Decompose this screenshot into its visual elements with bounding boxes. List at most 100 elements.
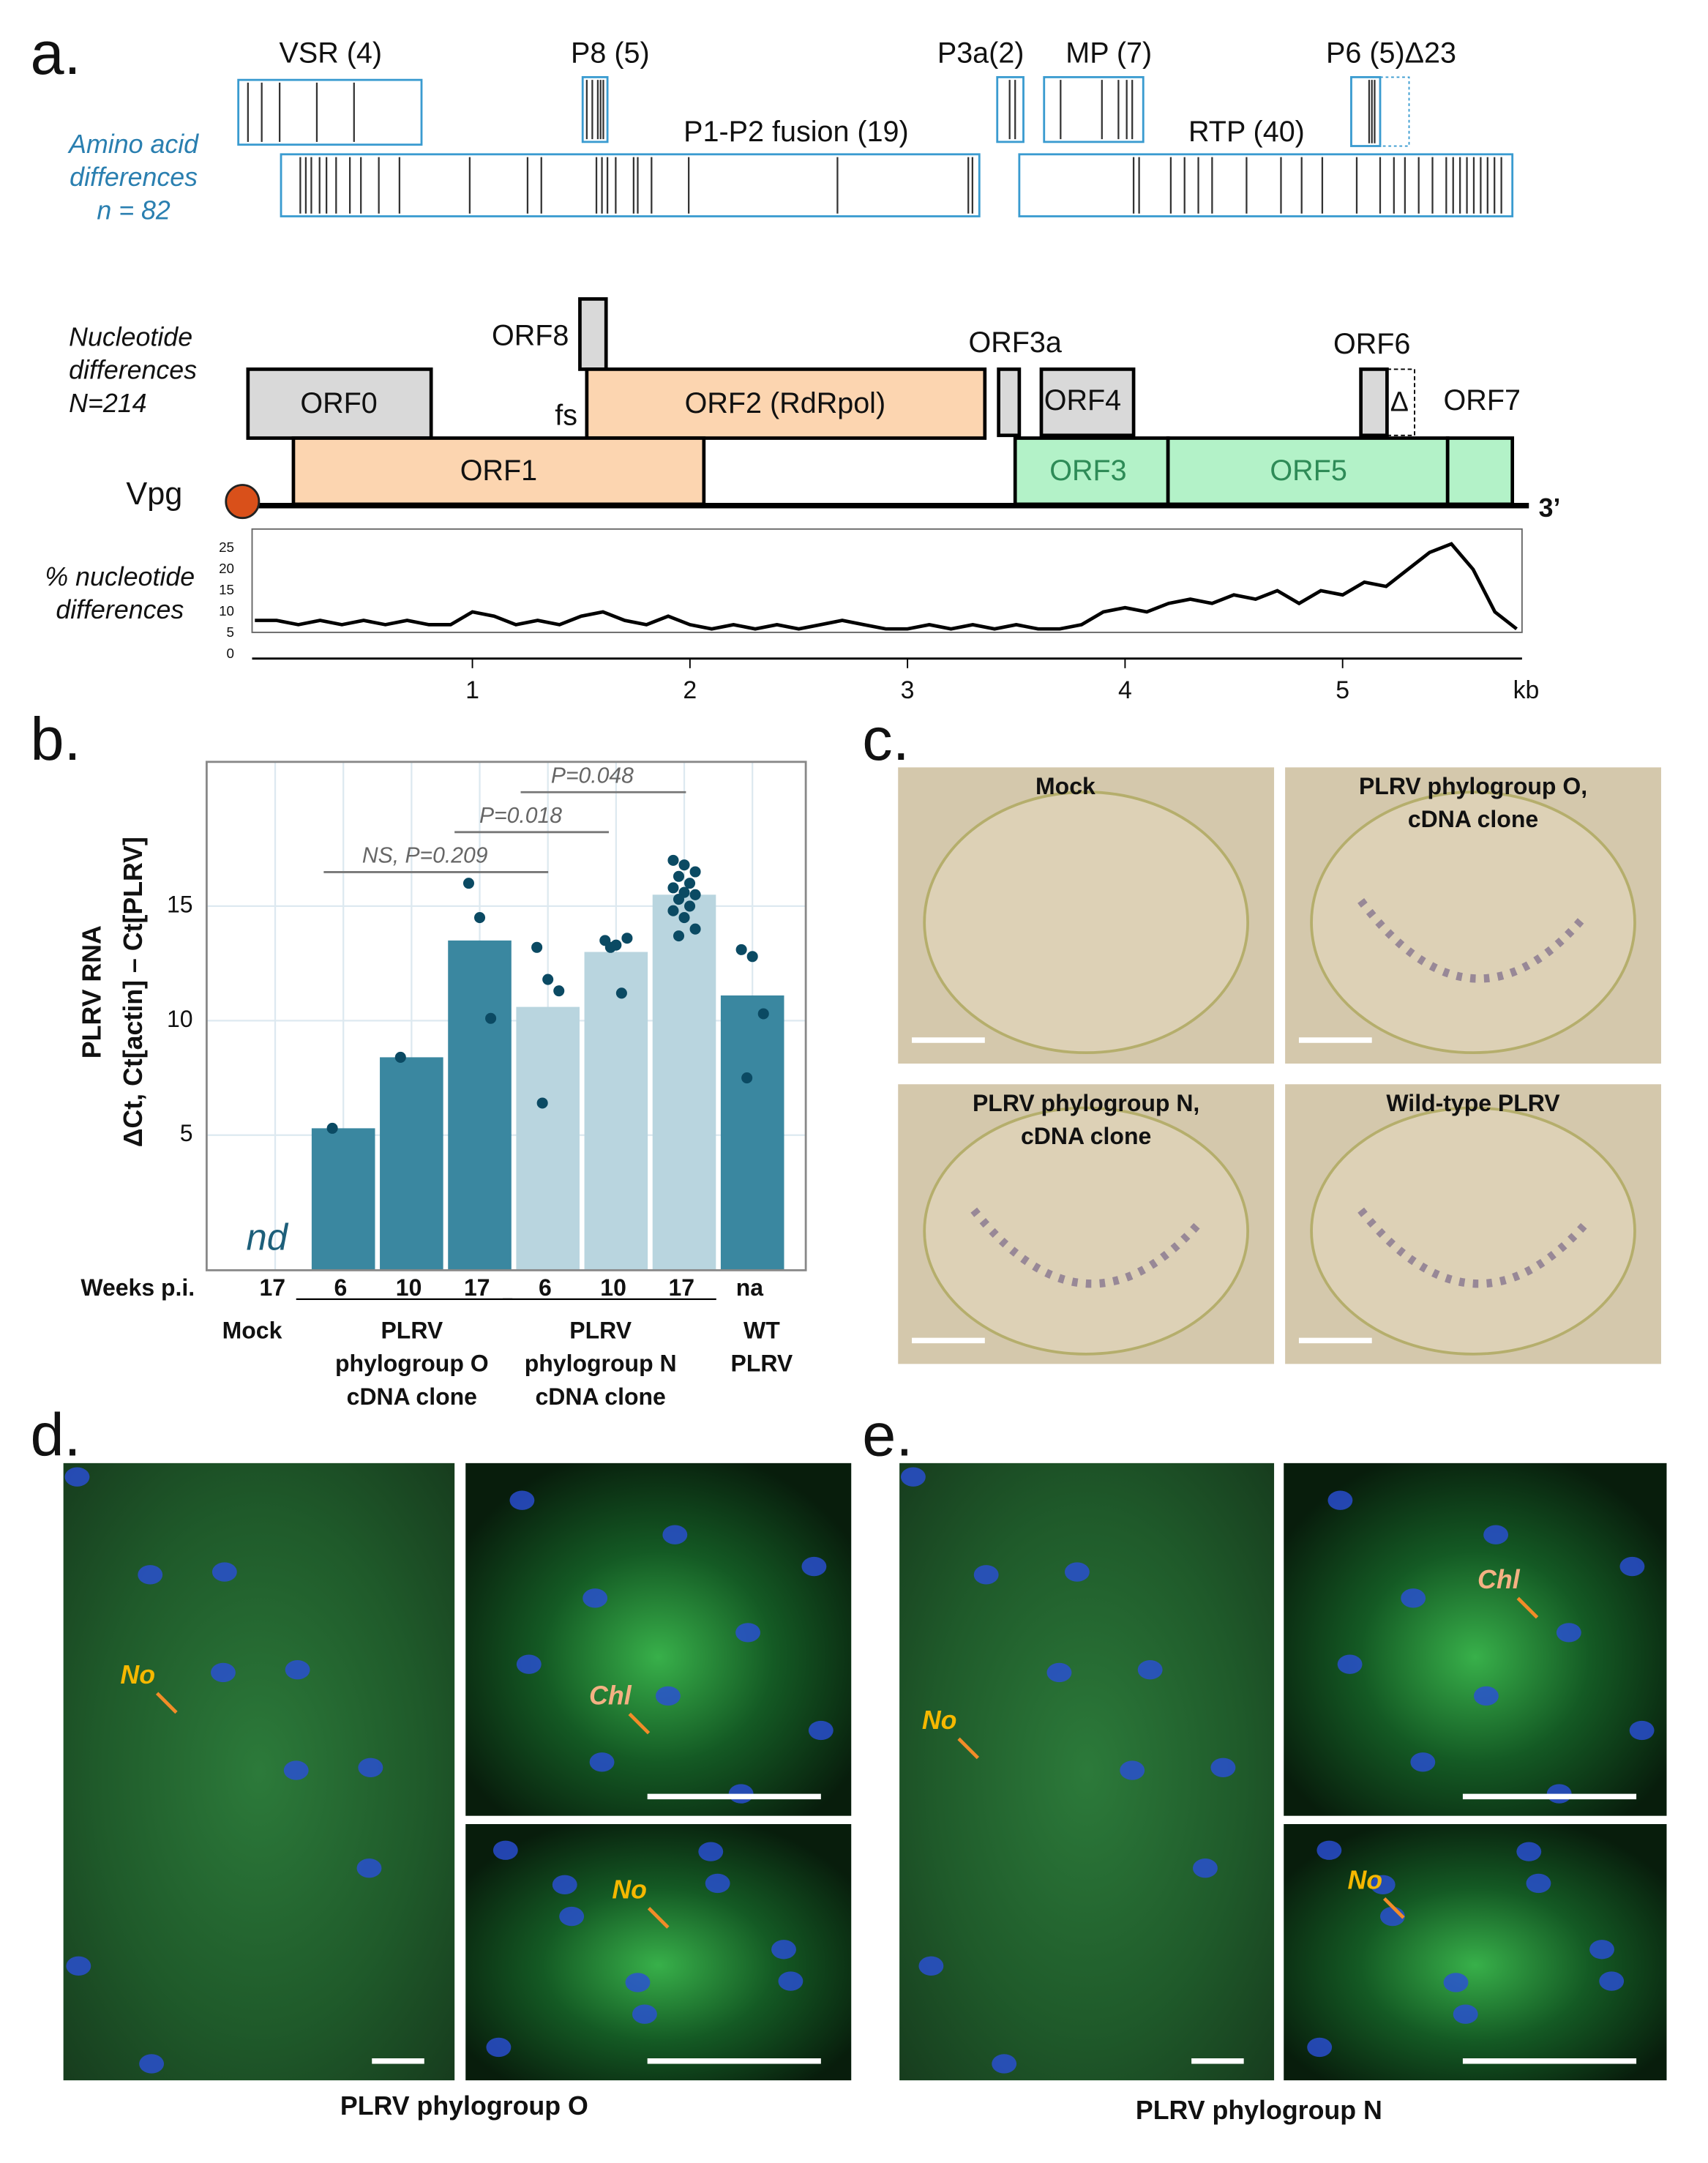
orf-label: ORF7	[1444, 384, 1521, 416]
data-point	[536, 1097, 548, 1109]
chloroplast	[1046, 1662, 1072, 1683]
protein-label: RTP (40)	[1188, 116, 1305, 148]
group-label: cDNA clone	[347, 1383, 477, 1410]
significance-label: P=0.048	[551, 763, 634, 788]
orf-box	[1359, 367, 1389, 438]
bar	[516, 1006, 580, 1271]
chloroplast	[900, 1467, 926, 1487]
chloroplast	[778, 1971, 804, 1991]
data-point	[741, 1072, 753, 1084]
chloroplast	[509, 1490, 535, 1510]
chloroplast	[139, 2054, 165, 2074]
fluorescence-image	[63, 1462, 455, 2081]
tissue-section	[1310, 791, 1636, 1055]
caption: PLRV phylogroup O	[340, 2091, 588, 2121]
data-point	[531, 941, 543, 953]
arrow	[1516, 1596, 1539, 1619]
data-point	[746, 951, 758, 963]
x-tick-label: 10	[396, 1274, 422, 1301]
bar	[448, 940, 512, 1271]
y-tick-label: 15	[219, 582, 234, 597]
chloroplast	[655, 1686, 681, 1706]
chloroplast	[801, 1556, 827, 1577]
vpg	[225, 484, 261, 520]
protein-label: P1-P2 fusion (19)	[683, 116, 909, 148]
x-axis-label: kb	[1513, 676, 1540, 704]
data-point	[689, 923, 701, 935]
plot-frame	[251, 528, 1523, 633]
image-title: Mock	[1035, 773, 1095, 799]
y-tick-label: 20	[219, 561, 234, 576]
three-prime: 3’	[1539, 493, 1561, 523]
chloroplast	[918, 1956, 944, 1976]
chloroplast	[1137, 1660, 1163, 1680]
orf-label: ORF8	[492, 320, 569, 352]
data-point	[462, 878, 474, 889]
x-tick-label: 10	[600, 1274, 626, 1301]
data-point	[673, 870, 685, 882]
protein-box	[280, 153, 981, 217]
chloroplast	[1410, 1752, 1436, 1772]
x-tick-label: 17	[259, 1274, 285, 1301]
orf-box	[585, 367, 987, 440]
data-point	[667, 882, 679, 894]
chloroplast	[1473, 1686, 1499, 1706]
structure-label: No	[120, 1660, 155, 1689]
difference-profile	[255, 542, 1518, 631]
aa-note: differences	[70, 162, 198, 192]
panel-label: b.	[30, 705, 80, 773]
chloroplast	[1370, 1875, 1396, 1894]
orf-label: ORF3a	[969, 326, 1062, 359]
group-label: Mock	[222, 1318, 282, 1344]
protein-label: VSR (4)	[280, 37, 383, 70]
infected-phloem	[970, 1207, 1202, 1288]
aa-note: Amino acid	[67, 130, 199, 159]
orf-box	[1445, 436, 1515, 507]
chloroplast	[1556, 1623, 1581, 1643]
group-label: cDNA clone	[536, 1383, 666, 1410]
arrow	[1382, 1897, 1405, 1919]
y-tick-label: 0	[227, 646, 234, 661]
y-axis-label: ΔCt, Ct[actin] – Ct[PLRV]	[119, 837, 148, 1147]
chloroplast	[1193, 1858, 1218, 1878]
data-point	[684, 900, 696, 912]
nt-note: Nucleotide	[69, 322, 192, 351]
orf-box	[1013, 436, 1170, 507]
chloroplast	[632, 2004, 657, 2024]
image-title: cDNA clone	[1021, 1123, 1151, 1149]
panel-label: a.	[30, 19, 80, 87]
protein-label: P8 (5)	[571, 37, 650, 70]
y-tick-label: 15	[167, 891, 193, 917]
arrow	[155, 1692, 178, 1714]
group-label: PLRV	[731, 1351, 793, 1377]
x-tick-label: 4	[1118, 676, 1132, 704]
group-label: WT	[743, 1318, 780, 1344]
chloroplast	[735, 1623, 761, 1643]
data-point	[485, 1012, 497, 1024]
orf-box	[1039, 367, 1136, 438]
data-point	[684, 878, 696, 889]
chloroplast	[64, 1467, 90, 1487]
data-point	[553, 985, 565, 997]
orf-box	[997, 367, 1022, 438]
structure-label: No	[1347, 1865, 1382, 1894]
orf-label: ORF2 (RdRpol)	[685, 387, 885, 419]
data-point	[735, 944, 747, 955]
orf-label: ORF5	[1270, 455, 1346, 487]
data-point	[473, 912, 486, 924]
protein-box	[1350, 75, 1382, 147]
protein-label: P3a(2)	[937, 37, 1025, 70]
data-point	[689, 866, 701, 878]
chloroplast	[1629, 1720, 1655, 1741]
nt-note: N=214	[69, 389, 146, 418]
data-point	[667, 905, 679, 916]
x-tick-label: 3	[901, 676, 915, 704]
y-axis-label: differences	[56, 595, 184, 624]
caption: PLRV phylogroup N	[1136, 2096, 1382, 2125]
orf6-deletion	[1386, 368, 1415, 436]
bar	[720, 995, 784, 1271]
vpg-label: Vpg	[126, 477, 182, 512]
data-point	[326, 1122, 338, 1134]
bar	[652, 894, 716, 1271]
